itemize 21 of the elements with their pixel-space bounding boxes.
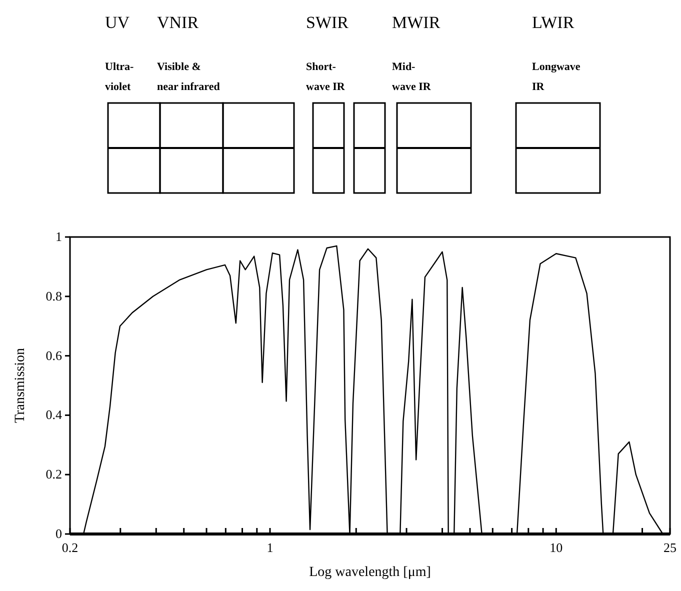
x-tick-label: 1 [266, 540, 274, 555]
x-tick-label: 10 [550, 540, 563, 555]
text: SWIR [306, 13, 350, 32]
y-tick-label: 1 [56, 229, 62, 244]
text: Ultra- violet [105, 61, 134, 93]
text: Short- wave IR [306, 61, 346, 93]
y-tick-label: 0.8 [46, 288, 62, 304]
y-tick-label: 0.4 [46, 407, 62, 422]
y-tick-label: 0 [56, 526, 62, 541]
text: MWIR [392, 13, 441, 32]
x-tick-label: 25 [664, 540, 676, 555]
y-tick-label: 0.2 [46, 466, 62, 482]
text: Longwave IR [532, 61, 580, 93]
text: VNIR [157, 13, 200, 32]
y-tick-label: 0.6 [46, 348, 62, 363]
text: Visible & near infrared [157, 61, 220, 93]
text: Mid- wave IR [392, 61, 432, 93]
text: UV [105, 13, 130, 32]
text: LWIR [532, 13, 575, 32]
y-axis-title: Transmission [13, 348, 28, 423]
x-axis-title: Log wavelength [μm] [309, 565, 431, 580]
